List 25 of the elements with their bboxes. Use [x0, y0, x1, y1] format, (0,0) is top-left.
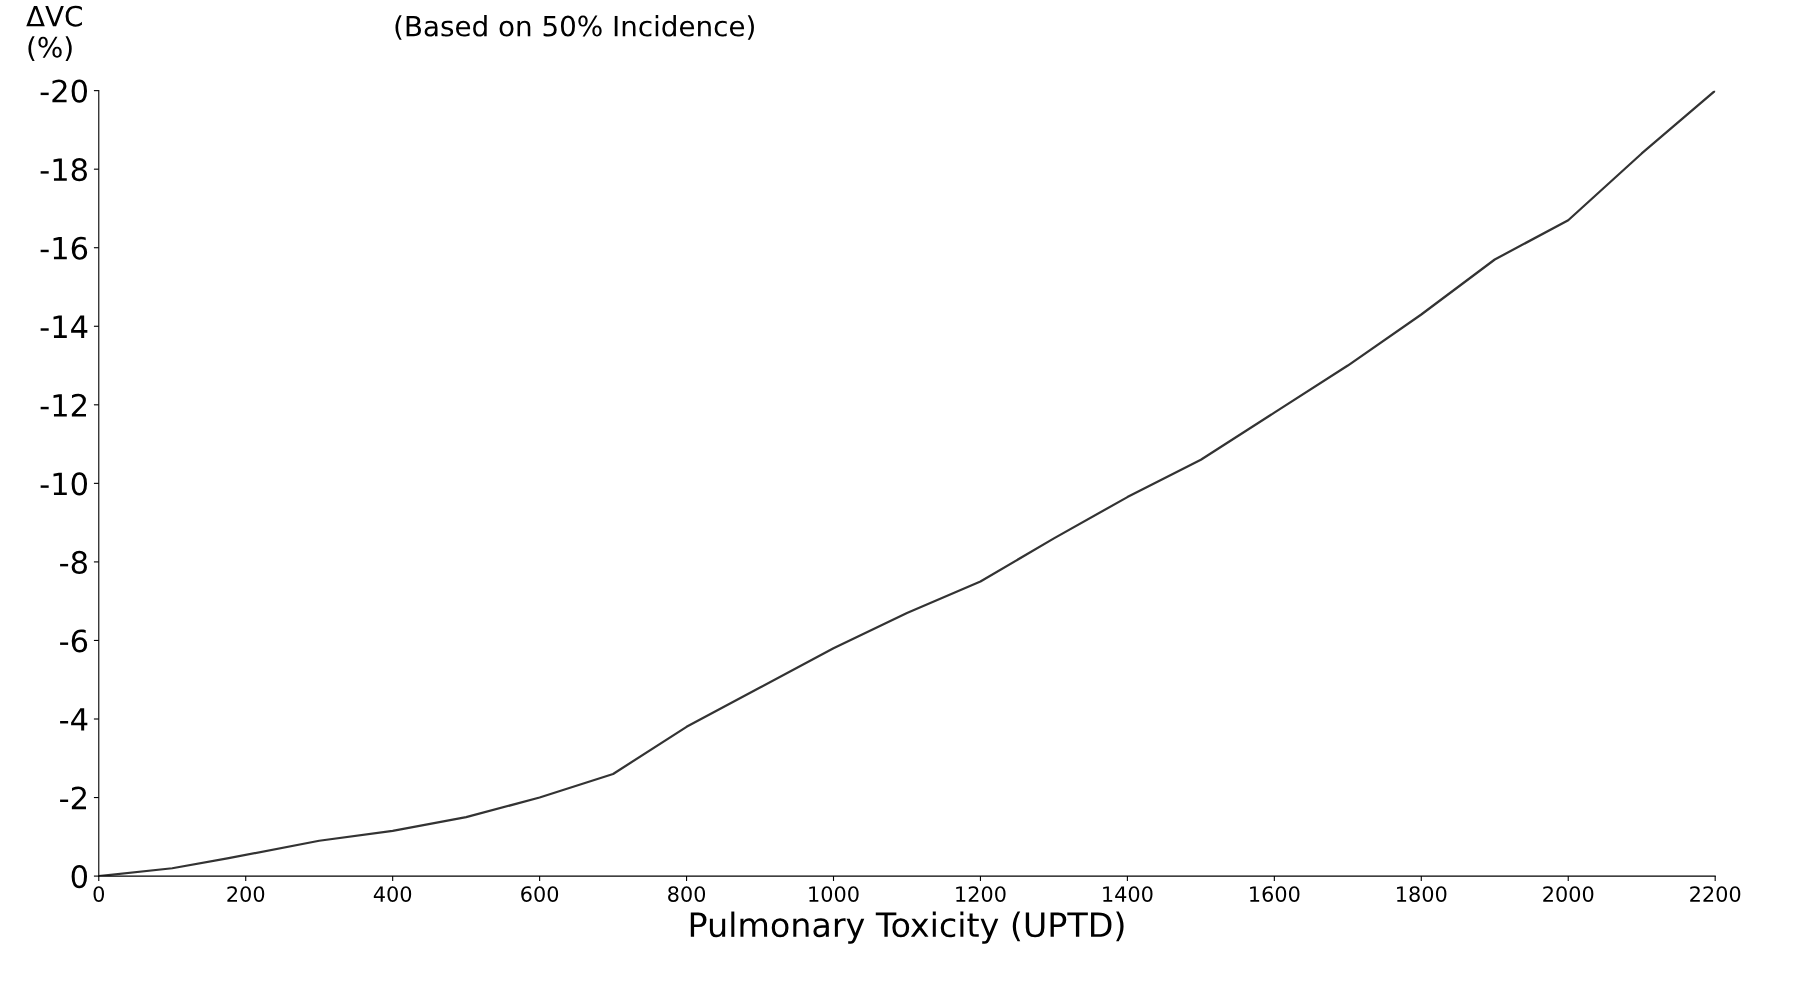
x-tick-label: 2200 [1690, 886, 1741, 902]
x-tick-label: 1800 [1397, 886, 1447, 902]
x-tick-label: 1400 [1103, 886, 1153, 902]
y-tick-label: -16 [40, 236, 88, 260]
x-tick-label: 600 [521, 886, 559, 902]
x-tick-label: 1200 [956, 886, 1006, 902]
chart-title: (Based on 50% Incidence) [395, 15, 754, 40]
y-tick-label: -12 [40, 393, 86, 417]
y-tick-label: -4 [60, 708, 88, 731]
y-tick-label: -10 [40, 472, 88, 496]
y-tick-label: -20 [40, 79, 88, 103]
y-tick-label: -8 [60, 550, 87, 574]
y-tick-label: -14 [40, 315, 88, 338]
x-tick-label: 200 [227, 886, 265, 902]
x-tick-label: 0 [93, 886, 105, 902]
x-tick-label: 800 [668, 886, 706, 902]
y-tick-label: -18 [40, 158, 87, 182]
x-axis-title: Pulmonary Toxicity (UPTD) [690, 911, 1124, 944]
x-tick-label: 1000 [809, 886, 859, 902]
y-axis-title: ΔVC (%) [26, 5, 82, 62]
x-tick-label: 2000 [1543, 886, 1594, 902]
x-tick-label: 400 [373, 886, 412, 902]
y-tick-label: -6 [60, 629, 88, 653]
x-tick-label: 1600 [1250, 886, 1300, 902]
y-tick-label: -2 [60, 786, 86, 810]
